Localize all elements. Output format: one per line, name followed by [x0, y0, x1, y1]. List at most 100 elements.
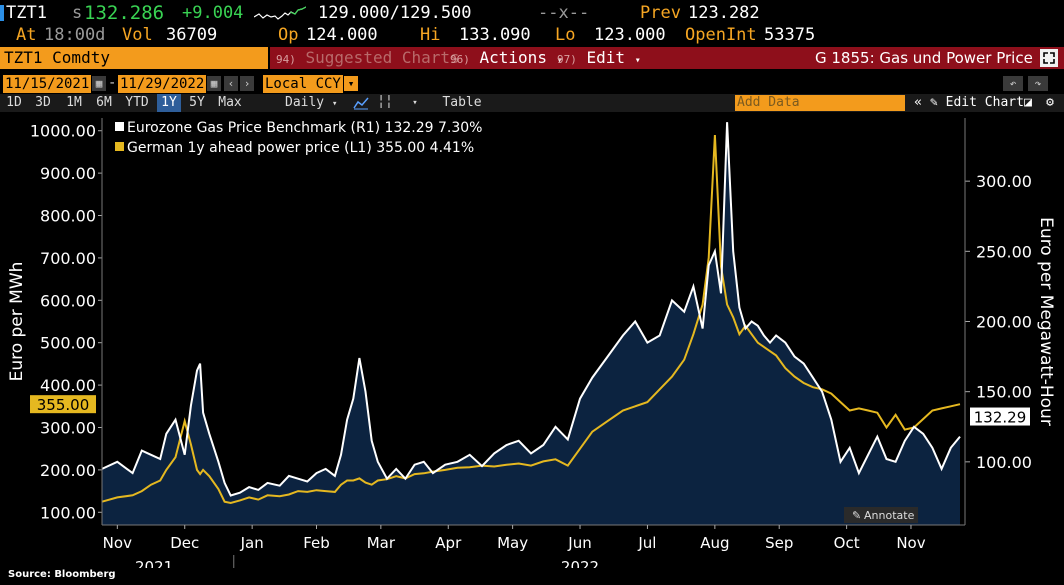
- security-field[interactable]: TZT1 Comdty: [0, 47, 268, 69]
- period-max[interactable]: Max: [218, 95, 242, 110]
- actions-button[interactable]: 96) Actions ▾: [450, 48, 563, 67]
- power-last-value: 355.00: [37, 396, 90, 414]
- legend-entry: Eurozone Gas Price Benchmark (R1) 132.29…: [127, 120, 482, 136]
- line-chart-icon[interactable]: [348, 94, 374, 112]
- end-date-input[interactable]: 11/29/2022: [118, 75, 206, 93]
- edit-button[interactable]: 97) Edit ▾: [557, 48, 641, 67]
- prev-label: Prev: [640, 3, 681, 23]
- expand-icon[interactable]: [1040, 49, 1058, 67]
- left-tick-label: 800.00: [40, 207, 96, 226]
- open-value: 124.000: [306, 25, 378, 45]
- frequency-select[interactable]: Daily ▾: [285, 95, 338, 110]
- vol-value: 36709: [166, 25, 218, 45]
- caret-down-icon: ▾: [556, 55, 563, 66]
- start-date-input[interactable]: 11/15/2021: [3, 75, 91, 93]
- left-tick-label: 1000.00: [30, 122, 96, 141]
- right-tick-label: 150.00: [976, 383, 1032, 402]
- period-3d[interactable]: 3D: [35, 95, 51, 110]
- left-tick-label: 600.00: [40, 291, 96, 310]
- month-label: Apr: [435, 534, 462, 552]
- left-tick-label: 100.00: [40, 503, 96, 522]
- power-last-tag: [30, 395, 96, 414]
- month-label: Oct: [834, 534, 860, 552]
- right-tick-label: 300.00: [976, 172, 1032, 191]
- sparkline-icon: [254, 6, 306, 20]
- chart-axes: 1000.00 900.00 800.00 700.00 600.00 500.00 400…: [7, 118, 1056, 568]
- date-range-bar: 11/15/2021 ▦ - 11/29/2022 ▦ ‹ › Local CC…: [0, 75, 1064, 93]
- period-5y[interactable]: 5Y: [189, 95, 205, 110]
- range-dash: -: [108, 75, 117, 91]
- low-value: 123.000: [594, 25, 666, 45]
- open-label: Op: [278, 25, 299, 45]
- gas-last-value: 132.29: [974, 409, 1027, 427]
- command-bar: TZT1 Comdty 94) Suggested Charts 96) Act…: [0, 47, 1064, 69]
- ticker-marker: [0, 5, 4, 21]
- add-data-input[interactable]: Add Data: [735, 95, 905, 111]
- annotate-button-bg: [844, 507, 918, 523]
- caret-down-icon: ▾: [331, 99, 338, 109]
- openint-value: 53375: [764, 25, 816, 45]
- caret-down-icon[interactable]: ▾: [412, 98, 418, 108]
- left-tick-label: 300.00: [40, 418, 96, 437]
- chevron-left-icon[interactable]: ‹: [224, 76, 238, 91]
- undo-icon[interactable]: ↶: [1003, 76, 1023, 91]
- left-axis-title: Euro per MWh: [7, 262, 27, 382]
- month-label: May: [497, 534, 528, 552]
- vol-label: Vol: [122, 25, 153, 45]
- period-1d[interactable]: 1D: [6, 95, 22, 110]
- gas-series-area: [102, 122, 960, 525]
- left-tick-label: 500.00: [40, 334, 96, 353]
- currency-caret-icon[interactable]: ▾: [344, 76, 358, 91]
- period-1m[interactable]: 1M: [66, 95, 82, 110]
- legend-entry: German 1y ahead power price (L1) 355.00 …: [127, 140, 474, 156]
- quote-line-1: TZT1 s 132.286 +9.004 129.000/129.500 --…: [0, 3, 1064, 23]
- openint-label: OpenInt: [685, 25, 757, 45]
- chevron-right-icon[interactable]: ›: [240, 76, 254, 91]
- month-label: Nov: [896, 534, 925, 552]
- period-bar: 1D 3D 1M 6M YTD 1Y 5Y Max Daily ▾ ╎╎ ▾ Table Ad…: [0, 94, 1064, 112]
- pencil-icon: ✎: [930, 95, 938, 110]
- suggested-charts-button[interactable]: 94) Suggested Charts: [276, 48, 460, 67]
- gear-icon[interactable]: ⚙: [1046, 95, 1054, 110]
- power-series-line[interactable]: [101, 134, 961, 505]
- month-label: Jan: [240, 534, 264, 552]
- right-tick-label: 200.00: [976, 313, 1032, 332]
- last-prefix: s: [72, 3, 83, 23]
- month-label: Sep: [765, 534, 793, 552]
- calendar-icon[interactable]: ▦: [207, 76, 221, 91]
- quote-line-2: At 18:00d Vol 36709 Op 124.000 Hi 133.09…: [0, 25, 1064, 45]
- chart-type-icon[interactable]: ◪: [1024, 95, 1032, 110]
- period-6m[interactable]: 6M: [96, 95, 112, 110]
- bid-ask: 129.000/129.500: [318, 3, 472, 23]
- legend-swatch: [115, 122, 124, 131]
- edit-chart-button[interactable]: ✎ Edit Chart: [930, 95, 1024, 110]
- prev-value: 123.282: [688, 3, 760, 23]
- redo-icon[interactable]: ↷: [1028, 76, 1048, 91]
- annotate-button[interactable]: ✎ Annotate: [844, 507, 918, 523]
- period-ytd[interactable]: YTD: [125, 95, 149, 110]
- year-label: 2022: [561, 558, 599, 568]
- month-label: Dec: [170, 534, 199, 552]
- left-tick-label: 700.00: [40, 249, 96, 268]
- price-chart[interactable]: 1000.00 900.00 800.00 700.00 600.00 500.00 400…: [0, 113, 1064, 568]
- gas-last-tag: [970, 407, 1030, 426]
- bid-ask-size: --x--: [538, 3, 590, 23]
- ticker[interactable]: TZT1: [6, 3, 47, 23]
- year-label: 2021: [135, 558, 173, 568]
- collapse-icon[interactable]: «: [914, 95, 922, 110]
- table-button[interactable]: Table: [442, 95, 482, 110]
- right-tick-label: 100.00: [976, 453, 1032, 472]
- calendar-icon[interactable]: ▦: [92, 76, 106, 91]
- right-axis-title: Euro per Megawatt-Hour: [1036, 217, 1056, 426]
- annotate-label: Annotate: [864, 509, 915, 522]
- quote-time: 18:00d: [44, 25, 106, 45]
- gas-series-line[interactable]: [101, 122, 961, 497]
- chart-title: G 1855: Gas und Power Price: [815, 49, 1033, 67]
- period-1y[interactable]: 1Y: [157, 94, 181, 112]
- caret-down-icon: ▾: [634, 55, 641, 66]
- month-label: Aug: [700, 534, 729, 552]
- bar-type-icon[interactable]: ╎╎: [377, 95, 393, 110]
- left-tick-label: 200.00: [40, 461, 96, 480]
- currency-select[interactable]: Local CCY: [263, 75, 343, 93]
- right-tick-label: 250.00: [976, 242, 1032, 261]
